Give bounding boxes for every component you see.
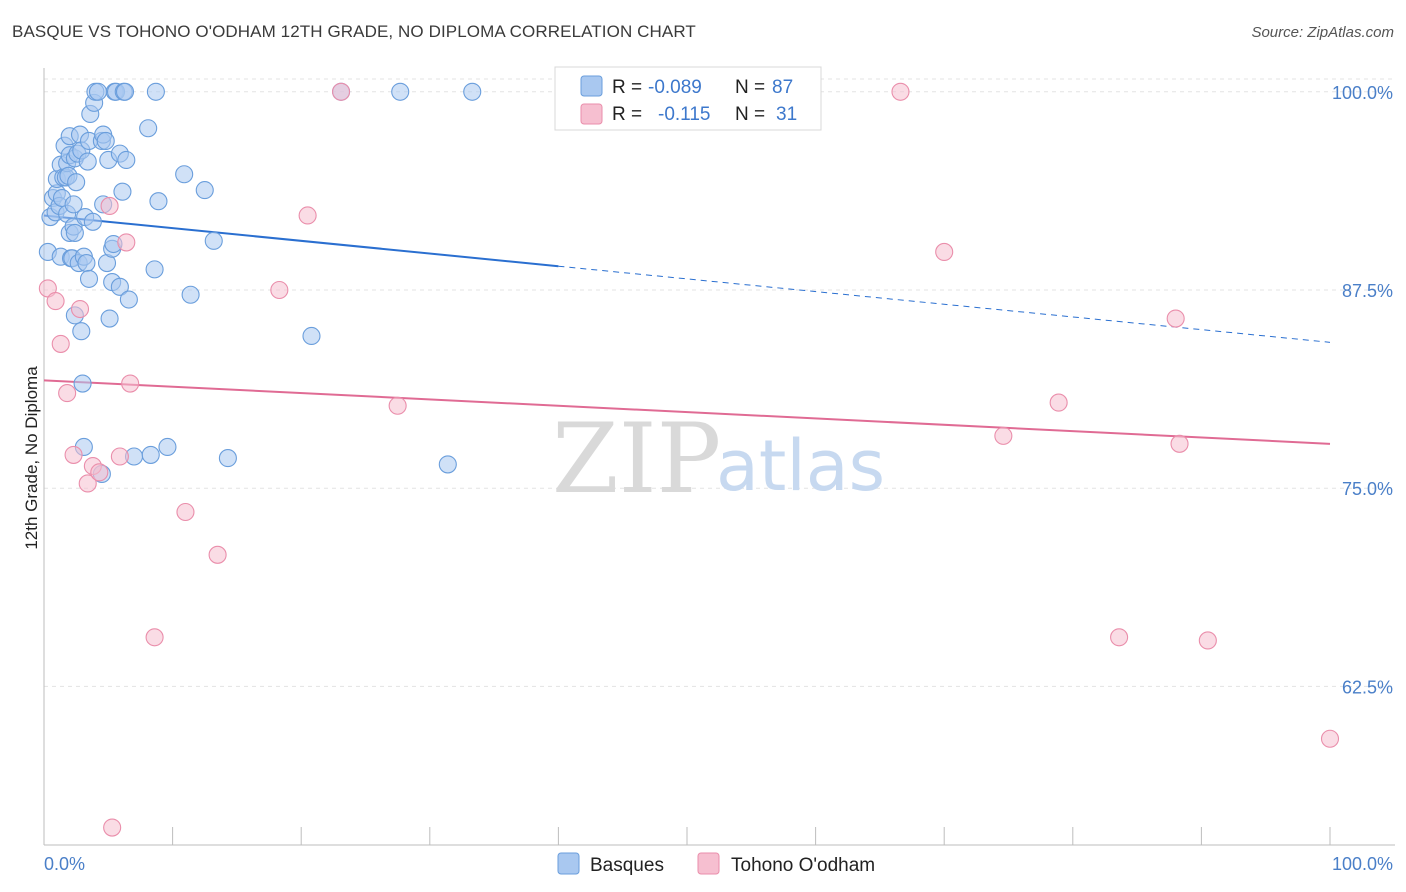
tohono-point bbox=[1166, 309, 1185, 328]
basques-trend-line-extrapolated bbox=[558, 265, 1331, 343]
watermark-zip: ZIP bbox=[552, 403, 721, 515]
basques-point bbox=[119, 290, 138, 309]
tohono-point bbox=[891, 82, 910, 101]
basques-point bbox=[438, 455, 457, 474]
basques-point bbox=[158, 437, 177, 457]
tohono-point bbox=[103, 818, 122, 837]
y-tick-label: 75.0% bbox=[1342, 479, 1393, 499]
tohono-point bbox=[58, 384, 77, 403]
tohono-point bbox=[51, 334, 70, 353]
basques-point bbox=[463, 82, 482, 101]
tohono-point bbox=[100, 196, 119, 216]
tohono-trend-line bbox=[43, 379, 1331, 445]
basques-point bbox=[204, 231, 223, 250]
legend-n-value-tohono: 31 bbox=[776, 104, 797, 125]
legend-n-value-basques: 87 bbox=[772, 77, 793, 98]
legend-n-label-tohono: N = bbox=[735, 104, 765, 125]
basques-point bbox=[145, 260, 164, 279]
tohono-point bbox=[1198, 631, 1217, 650]
tohono-point bbox=[1049, 393, 1068, 412]
tohono-point bbox=[46, 292, 65, 311]
basques-point bbox=[115, 82, 135, 101]
basques-point bbox=[64, 195, 83, 214]
x-tick-label: 0.0% bbox=[44, 854, 85, 874]
tohono-point bbox=[1170, 434, 1189, 453]
bottom-legend-swatch-basques bbox=[557, 852, 580, 875]
tohono-point bbox=[1110, 628, 1129, 647]
basques-point bbox=[117, 150, 136, 170]
basques-point bbox=[65, 223, 84, 242]
watermark-atlas: atlas bbox=[716, 425, 885, 507]
tohono-point bbox=[270, 280, 289, 300]
y-tick-label: 100.0% bbox=[1332, 83, 1393, 103]
tohono-point bbox=[78, 474, 97, 493]
source-credit: Source: ZipAtlas.com bbox=[1251, 24, 1394, 41]
basques-trend-line bbox=[43, 214, 559, 268]
tohono-point bbox=[64, 445, 83, 464]
y-axis-label: 12th Grade, No Diploma bbox=[22, 366, 41, 550]
tohono-point bbox=[117, 233, 136, 252]
basques-point bbox=[72, 322, 91, 341]
grid-lines bbox=[44, 78, 1395, 687]
basques-point bbox=[139, 119, 158, 138]
tohono-point bbox=[332, 82, 351, 101]
bottom-legend-label-tohono: Tohono O'odham bbox=[731, 855, 875, 876]
y-tick-label: 62.5% bbox=[1342, 677, 1393, 697]
tohono-point bbox=[121, 374, 140, 393]
tohono-point bbox=[176, 502, 195, 522]
tohono-point bbox=[208, 545, 227, 564]
tohono-point bbox=[935, 242, 954, 261]
basques-point bbox=[195, 181, 214, 200]
tohono-point bbox=[70, 299, 90, 319]
basques-point bbox=[83, 212, 102, 231]
basques-point bbox=[175, 165, 194, 184]
x-tick-label: 100.0% bbox=[1332, 854, 1393, 874]
legend-r-label-tohono: R = bbox=[612, 104, 642, 125]
basques-point bbox=[181, 285, 200, 304]
basques-point bbox=[146, 82, 165, 101]
data-points bbox=[38, 82, 1340, 837]
tohono-point bbox=[90, 463, 109, 482]
basques-point bbox=[96, 131, 115, 150]
legend-r-label-basques: R = bbox=[612, 77, 642, 98]
basques-point bbox=[149, 192, 168, 211]
basques-point bbox=[73, 374, 92, 393]
trend-lines bbox=[43, 214, 1331, 445]
basques-point bbox=[391, 82, 410, 101]
tohono-point bbox=[388, 396, 407, 415]
basques-point bbox=[110, 277, 129, 296]
legend-swatch-tohono bbox=[580, 103, 603, 125]
y-tick-labels: 100.0% 87.5% 75.0% 62.5% bbox=[1332, 83, 1393, 698]
tohono-point bbox=[1320, 729, 1340, 748]
legend-r-value-basques: -0.089 bbox=[648, 77, 702, 98]
bottom-legend-swatch-tohono bbox=[697, 852, 720, 875]
chart-title: BASQUE VS TOHONO O'ODHAM 12TH GRADE, NO … bbox=[12, 22, 696, 41]
y-tick-label: 87.5% bbox=[1342, 281, 1393, 301]
basques-point bbox=[141, 445, 160, 464]
basques-point bbox=[88, 82, 108, 101]
legend-r-value-tohono: -0.115 bbox=[658, 104, 710, 125]
bottom-legend-label-basques: Basques bbox=[590, 855, 664, 876]
series-legend: Basques Tohono O'odham bbox=[557, 852, 875, 876]
basques-point bbox=[113, 182, 132, 201]
basques-point bbox=[67, 173, 86, 192]
basques-point bbox=[218, 449, 237, 468]
x-tick-labels: 0.0% 100.0% bbox=[44, 854, 1393, 874]
tohono-point bbox=[110, 447, 129, 466]
basques-point bbox=[77, 253, 96, 273]
watermark: ZIP atlas bbox=[552, 403, 885, 515]
tohono-point bbox=[145, 628, 164, 647]
tohono-point bbox=[994, 426, 1013, 445]
stats-legend: R = -0.089 N = 87 R = -0.115 N = 31 bbox=[554, 66, 822, 131]
basques-point bbox=[100, 309, 119, 328]
legend-swatch-basques bbox=[580, 75, 603, 97]
basques-point bbox=[302, 326, 321, 346]
legend-n-label-basques: N = bbox=[735, 77, 765, 98]
basques-point bbox=[79, 269, 99, 288]
basques-point bbox=[78, 152, 97, 171]
tohono-point bbox=[298, 206, 317, 225]
